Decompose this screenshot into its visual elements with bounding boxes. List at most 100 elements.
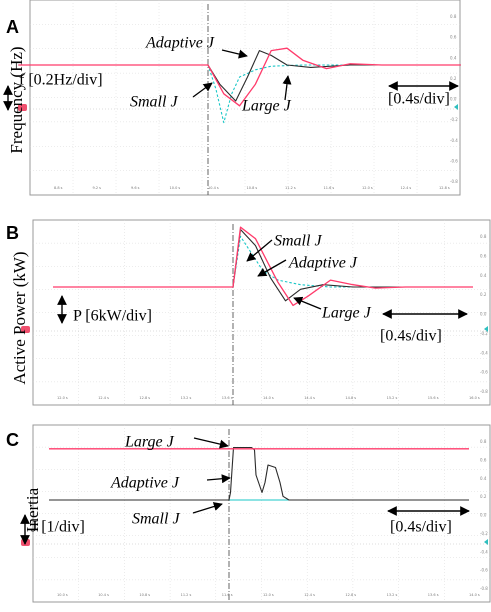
right-tick-label: 0.8 [450,14,457,19]
panel-a: A 0.8 0.6 0.4 0.2 0.0 -0.2 -0.4 -0.6 -0.8 8.8 s 9.2… [3,0,461,196]
right-tick-label: -0.6 [480,568,488,573]
right-tick-label: -0.2 [450,117,458,122]
right-tick-label: 0.8 [480,439,487,444]
level-marker [454,104,458,110]
time-tick-label: 8.8 s [54,186,63,190]
time-tick-label: 15.2 s [387,396,398,400]
annotation-arrow [206,474,231,484]
annotation-label: Small J [274,233,322,250]
panel-label: C [6,430,19,450]
right-tick-label: -0.8 [450,179,458,184]
right-tick-label: 0.6 [480,253,487,258]
annotation-arrow [193,437,229,449]
annotation-arrow [246,239,273,262]
level-marker [484,326,488,332]
right-tick-label: -0.4 [450,138,458,143]
right-tick-label: 0.4 [480,273,487,278]
annotation-arrow [293,296,322,310]
time-tick-label: 10.0 s [57,593,68,597]
time-tick-label: 9.6 s [131,186,140,190]
panel-b: B 0.8 0.6 0.4 0.2 0.0 -0.2 -0.4 -0.6 -0.8 12.0 s 12… [6,219,491,406]
series-line-adaptive-j [18,50,461,102]
annotation-arrow [192,82,213,98]
time-tick-label: 12.4 s [401,186,412,190]
annotation-arrow [221,49,248,59]
channel-marker [18,104,27,111]
series-line-small-j [18,64,461,124]
time-tick-label: 13.2 s [387,593,398,597]
time-tick-label: 12.0 s [57,396,68,400]
annotation-label: Adaptive J [145,35,215,52]
scope-grid [30,0,460,195]
time-tick-label: 10.4 s [98,593,109,597]
time-tick-label: 13.6 s [222,396,233,400]
annotation-arrow [257,259,287,277]
vertical-scale-label: P [6kW/div] [73,308,152,325]
panel-label: B [6,223,19,243]
time-tick-label: 12.8 s [139,396,150,400]
time-tick-label: 14.0 s [469,593,480,597]
time-tick-label: 11.6 s [324,186,335,190]
time-tick-label: 16.0 s [469,396,480,400]
time-tick-label: 9.2 s [93,186,102,190]
time-tick-label: 12.0 s [362,186,373,190]
time-tick-label: 10.8 s [247,186,258,190]
time-tick-label: 14.0 s [263,396,274,400]
channel-marker [21,326,30,333]
annotation-arrow [192,502,223,514]
right-tick-label: -0.4 [480,549,488,554]
level-marker [484,539,488,545]
annotation-label: Small J [130,94,178,111]
time-tick-label: 10.0 s [170,186,181,190]
panel-c: C 0.8 0.6 0.4 0.2 0.0 -0.2 -0.4 -0.6 -0.8 10.0 s 10… [6,424,491,603]
time-tick-label: 12.8 s [345,593,356,597]
time-tick-label: 14.4 s [304,396,315,400]
right-tick-label: 0.2 [480,292,487,297]
time-tick-label: 11.2 s [181,593,192,597]
annotation-label: Adaptive J [110,475,180,492]
right-tick-label: 0.4 [450,55,457,60]
right-tick-label: 0.6 [450,35,457,40]
annotation-label: Adaptive J [288,255,358,272]
time-tick-label: 13.2 s [181,396,192,400]
time-scale-label: [0.4s/div] [390,519,452,536]
time-tick-label: 12.8 s [439,186,450,190]
right-tick-label: -0.8 [480,389,488,394]
right-tick-label: 0.4 [480,476,487,481]
time-tick-label: 12.0 s [263,593,274,597]
y-axis-label: Frequency (Hz) [7,46,26,153]
time-tick-label: 11.2 s [285,186,296,190]
series-line-adaptive-j [49,446,469,501]
panel-label: A [6,17,19,37]
right-tick-label: 0.2 [480,494,487,499]
right-tick-label: -0.2 [480,531,488,536]
time-tick-label: 10.8 s [139,593,150,597]
right-tick-label: 0.0 [480,513,487,518]
scope-grid [33,220,490,405]
time-tick-label: 13.6 s [428,593,439,597]
right-tick-label: -0.8 [480,586,488,591]
time-tick-label: 14.8 s [345,396,356,400]
annotation-label: Small J [132,511,180,528]
right-tick-label: 0.0 [480,312,487,317]
time-tick-label: 11.6 s [222,593,233,597]
right-tick-label: -0.6 [450,158,458,163]
vertical-scale-label: f [0.2Hz/div] [19,72,103,89]
right-tick-label: 0.0 [450,97,457,102]
right-tick-label: 0.6 [480,457,487,462]
annotation-label: Large J [321,305,372,322]
time-scale-label: [0.4s/div] [380,328,442,345]
time-tick-label: 12.4 s [98,396,109,400]
time-tick-label: 12.4 s [304,593,315,597]
time-tick-label: 10.4 s [208,186,219,190]
series-line-large-j [18,47,461,107]
right-tick-label: 0.2 [450,76,457,81]
annotation-arrow [282,75,292,101]
right-tick-label: -0.4 [480,350,488,355]
time-tick-label: 15.6 s [428,396,439,400]
vertical-scale-label: J [1/div] [31,519,85,536]
right-tick-label: 0.8 [480,234,487,239]
y-axis-label: Active Power (kW) [10,251,29,384]
